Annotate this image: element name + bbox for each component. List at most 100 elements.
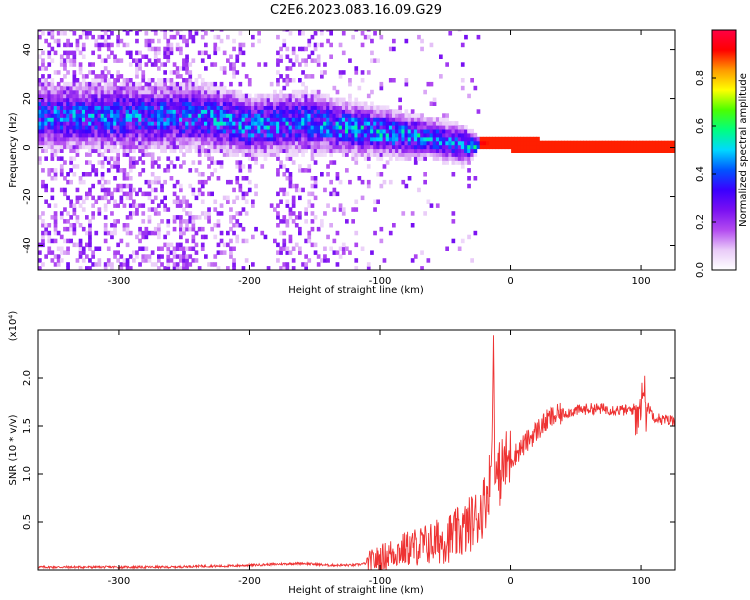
heatmap-cell (670, 140, 675, 146)
snr-series-line (38, 335, 675, 570)
heatmap-cell (59, 101, 64, 106)
heatmap-cell (191, 93, 196, 99)
heatmap-cell (561, 148, 565, 153)
heatmap-cell (141, 54, 146, 59)
heatmap-cell (169, 42, 174, 48)
heatmap-cell (232, 113, 236, 118)
heatmap-cell (69, 136, 73, 142)
heatmap-cell (138, 128, 142, 134)
heatmap-cell (410, 136, 415, 142)
heatmap-cell (511, 144, 515, 150)
heatmap-cell (85, 254, 89, 259)
heatmap-cell (276, 168, 280, 173)
heatmap-cell (138, 66, 142, 71)
heatmap-cell (94, 93, 99, 99)
heatmap-cell (207, 93, 211, 99)
heatmap-cell (116, 42, 120, 48)
heatmap-cell (244, 125, 249, 130)
heatmap-cell (276, 250, 280, 255)
heatmap-cell (257, 140, 261, 146)
heatmap-cell (147, 140, 152, 146)
heatmap-cell (316, 226, 321, 232)
heatmap-cell (235, 70, 240, 75)
heatmap-cell (135, 121, 139, 126)
heatmap-cell (329, 30, 333, 32)
heatmap-cell (392, 136, 396, 142)
heatmap-cell (338, 140, 343, 146)
heatmap-cell (125, 226, 130, 232)
heatmap-cell (366, 156, 371, 161)
heatmap-cell (226, 195, 230, 201)
heatmap-cell (313, 136, 318, 142)
heatmap-cell (41, 132, 45, 138)
colorbar-tick-label: 0.8 (695, 70, 706, 86)
heatmap-cell (276, 152, 280, 157)
heatmap-cell (285, 125, 290, 130)
heatmap-cell (91, 132, 95, 138)
heatmap-cell (160, 101, 164, 106)
heatmap-cell (313, 160, 318, 165)
heatmap-cell (263, 140, 268, 146)
heatmap-cell (401, 113, 406, 118)
heatmap-cell (655, 140, 659, 146)
heatmap-cell (251, 109, 255, 114)
heatmap-cell (366, 179, 371, 185)
heatmap-cell (128, 78, 133, 83)
heatmap-cell (291, 203, 296, 208)
heatmap-cell (495, 140, 500, 146)
heatmap-cell (298, 195, 302, 201)
heatmap-cell (360, 132, 365, 138)
heatmap-cell (166, 262, 171, 267)
heatmap-cell (110, 89, 114, 95)
heatmap-cell (78, 238, 83, 244)
heatmap-cell (244, 74, 249, 79)
heatmap-cell (533, 140, 537, 146)
heatmap-cell (106, 97, 111, 103)
heatmap-cell (44, 230, 48, 236)
heatmap-cell (78, 66, 83, 71)
heatmap-cell (210, 85, 214, 91)
heatmap-cell (329, 144, 333, 150)
heatmap-cell (216, 89, 221, 95)
heatmap-cell (320, 172, 324, 177)
heatmap-cell (97, 93, 102, 99)
heatmap-cell (188, 93, 193, 99)
heatmap-cell (269, 121, 274, 126)
heatmap-cell (476, 140, 481, 146)
heatmap-cell (266, 148, 271, 153)
heatmap-cell (294, 152, 299, 157)
heatmap-cell (163, 101, 167, 106)
heatmap-cell (298, 132, 302, 138)
heatmap-cell (404, 81, 409, 87)
heatmap-cell (47, 230, 52, 236)
heatmap-cell (570, 148, 575, 153)
heatmap-cell (476, 34, 481, 40)
heatmap-cell (213, 160, 218, 165)
heatmap-cell (100, 58, 105, 63)
heatmap-cell (194, 121, 199, 126)
heatmap-cell (188, 226, 193, 232)
heatmap-cell (573, 148, 578, 153)
heatmap-cell (106, 128, 111, 134)
heatmap-cell (144, 85, 149, 91)
heatmap-cell (238, 97, 243, 103)
heatmap-cell (229, 128, 233, 134)
heatmap-cell (194, 140, 199, 146)
heatmap-cell (363, 105, 368, 110)
heatmap-cell (307, 54, 312, 59)
heatmap-cell (313, 179, 318, 185)
heatmap-cell (263, 117, 268, 122)
heatmap-cell (247, 109, 252, 114)
heatmap-cell (182, 199, 186, 204)
heatmap-cell (175, 203, 180, 208)
heatmap-cell (72, 140, 77, 146)
heatmap-cell (269, 93, 274, 99)
heatmap-cell (294, 215, 299, 220)
heatmap-cell (288, 125, 293, 130)
heatmap-cell (103, 125, 108, 130)
heatmap-cell (157, 89, 161, 95)
heatmap-cell (470, 78, 474, 83)
heatmap-cell (257, 113, 261, 118)
heatmap-cell (185, 66, 189, 71)
heatmap-cell (558, 144, 562, 150)
